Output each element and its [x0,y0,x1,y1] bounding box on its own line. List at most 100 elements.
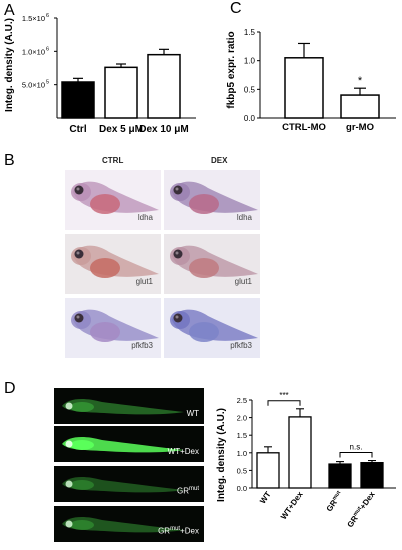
in-situ-image-glut1-ctrl: glut1 [65,234,161,294]
in-situ-image-ldha-dex: ldha [164,170,260,230]
in-situ-image-pfkfb3-ctrl: pfkfb3 [65,298,161,358]
embryo-illustration [170,309,258,342]
fluorescent-larva [62,436,184,453]
chart-a-y-tick-exponent: 6 [46,46,49,52]
chart-d-x-tick-label: GRmut [325,490,345,513]
embryo-yolk [90,258,120,278]
label-superscript: mut [188,486,199,493]
embryo-eye-highlight [175,187,179,191]
larva-eye [65,480,73,488]
label-base: WT+Dex [167,447,199,456]
chart-c-x-tick-label: CTRL-MO [282,122,326,133]
chart-d-y-tick-label: 2.0 [237,414,247,423]
embryo-yolk [90,194,120,214]
x-label-base: WT [258,490,273,505]
column-header-dex: DEX [211,156,228,165]
chart-a-x-tick-label: Dex 5 μM [99,124,143,135]
x-label-base: WT+Dex [279,490,305,522]
in-situ-image-glut1-dex: glut1 [164,234,260,294]
gene-label-pfkfb3: pfkfb3 [131,341,153,350]
embryo-eye-highlight [76,315,80,319]
embryo-illustration [71,309,159,342]
panel-letter-d: D [4,380,16,397]
in-situ-image-pfkfb3-dex: pfkfb3 [164,298,260,358]
embryo-yolk [189,194,219,214]
gene-label-ldha: ldha [236,213,252,222]
chart-d-bar [360,462,384,489]
chart-c-bar-chart: fkbp5 expr. ratio 0.0 0.5 1.0 1.5 * CTRL-MO… [226,28,396,133]
chart-a-bar [147,53,181,119]
larva-body-glow [62,436,184,453]
larva-body-glow [62,476,184,493]
larva-trunk-glow [70,520,94,530]
panel-letter-a: A [4,2,15,19]
chart-d-x-tick-label: WT+Dex [279,490,305,522]
chart-c-bar [284,57,324,119]
gene-label-ldha: ldha [137,213,153,222]
chart-a-bar-chart: Integ. density (A.U.) 5.0×10 51.0×10 61.5×… [4,13,196,135]
chart-d-x-tick-label: WT [258,490,273,505]
label-base: GR [176,487,189,496]
fluorescence-image: WT [54,388,204,424]
panel-letter-b: B [4,152,15,169]
fluorescence-label: GRmut+Dex [158,526,199,536]
fluorescence-image: GRmut [54,466,204,502]
gene-label-glut1: glut1 [135,277,153,286]
panel-b-image-grid: CTRL DEX [0,150,402,365]
larva-trunk-glow [70,440,94,450]
x-label-superscript: mut [331,490,342,502]
chart-d-x-tick-label: GRmut+Dex [345,490,376,530]
gene-label-glut1: glut1 [234,277,252,286]
chart-a-y-tick-label: 1.0×10 [22,47,45,56]
larva-eye [65,440,73,448]
chart-a-x-tick-label: Dex 10 μM [139,124,188,135]
chart-c-bar [340,94,380,119]
chart-d-y-tick-label: 0.0 [237,484,247,493]
chart-c-x-tick-label: gr-MO [346,122,374,133]
fluorescent-larva [62,398,184,415]
label-base: WT [186,409,199,418]
label-superscript: mut [170,526,181,533]
embryo-eye-highlight [175,251,179,255]
chart-a-x-tick-label: Ctrl [69,124,86,135]
chart-d-bar-chart: Integ. density (A.U.) 0.0 0.5 1.0 1.5 2.0 2.5… [216,391,396,530]
embryo-eye-highlight [175,315,179,319]
embryo-illustration [170,245,258,278]
label-base: GR [158,527,171,536]
embryo-illustration [71,181,159,214]
chart-c-y-axis-label: fkbp5 expr. ratio [226,31,237,108]
fluorescent-larva [62,476,184,493]
chart-d-significance-bracket [267,400,301,406]
chart-a-y-tick-label: 5.0×10 [22,81,45,90]
fluorescence-image: WT+Dex [54,426,204,462]
chart-d-bar [328,463,352,489]
larva-trunk-glow [70,480,94,490]
chart-c-y-tick-label: 0.5 [244,85,256,94]
embryo-illustration [71,245,159,278]
chart-d-significance-label: *** [279,391,288,400]
chart-d-y-axis-label: Integ. density (A.U.) [216,408,227,502]
chart-d-y-tick-label: 1.0 [237,449,247,458]
chart-a-bar [104,66,138,119]
fluorescence-label: WT+Dex [168,447,199,456]
chart-c-significance-star: * [358,75,363,87]
chart-a-y-tick-exponent: 6 [46,13,49,19]
fluorescence-label: GRmut [177,486,199,496]
column-header-ctrl: CTRL [102,156,124,165]
chart-c-y-tick-label: 0.0 [244,114,256,123]
label-suffix: +Dex [180,527,199,536]
larva-eye [65,520,73,528]
chart-a-y-tick-exponent: 5 [46,80,49,86]
chart-d-significance-bracket [339,452,373,458]
embryo-illustration [170,181,258,214]
embryo-eye-highlight [76,187,80,191]
gene-label-pfkfb3: pfkfb3 [230,341,252,350]
chart-a-y-axis-label: Integ. density (A.U.) [4,18,15,112]
fluorescence-image: GRmut+Dex [54,506,204,542]
larva-body-glow [62,398,184,415]
larva-eye [65,402,73,410]
fluorescent-larva [62,516,184,533]
embryo-eye-highlight [76,251,80,255]
embryo-yolk [90,322,120,342]
larva-body-glow [62,516,184,533]
